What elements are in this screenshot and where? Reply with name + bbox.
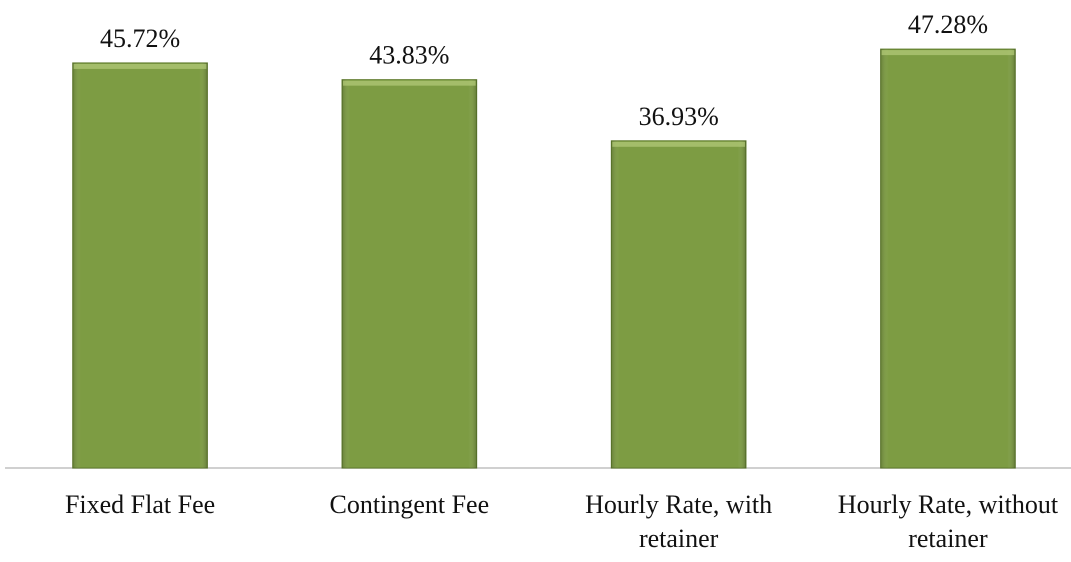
bar-bevel xyxy=(612,141,745,147)
bar xyxy=(341,79,478,469)
bar-bevel xyxy=(881,50,1015,56)
value-label: 47.28% xyxy=(908,10,988,39)
x-tick-label: Contingent Fee xyxy=(329,490,490,519)
bar xyxy=(880,48,1016,469)
bar xyxy=(72,62,208,469)
bar-bevel xyxy=(343,80,476,86)
value-label: 36.93% xyxy=(639,102,719,131)
bar xyxy=(610,140,747,469)
bar-bevel xyxy=(73,63,207,69)
x-tick-label: Hourly Rate, without retainer xyxy=(837,490,1059,553)
value-label: 45.72% xyxy=(100,24,180,53)
value-label: 43.83% xyxy=(369,41,449,70)
x-tick-label: Fixed Flat Fee xyxy=(64,490,216,519)
x-tick-label: Hourly Rate, with retainer xyxy=(585,490,773,553)
